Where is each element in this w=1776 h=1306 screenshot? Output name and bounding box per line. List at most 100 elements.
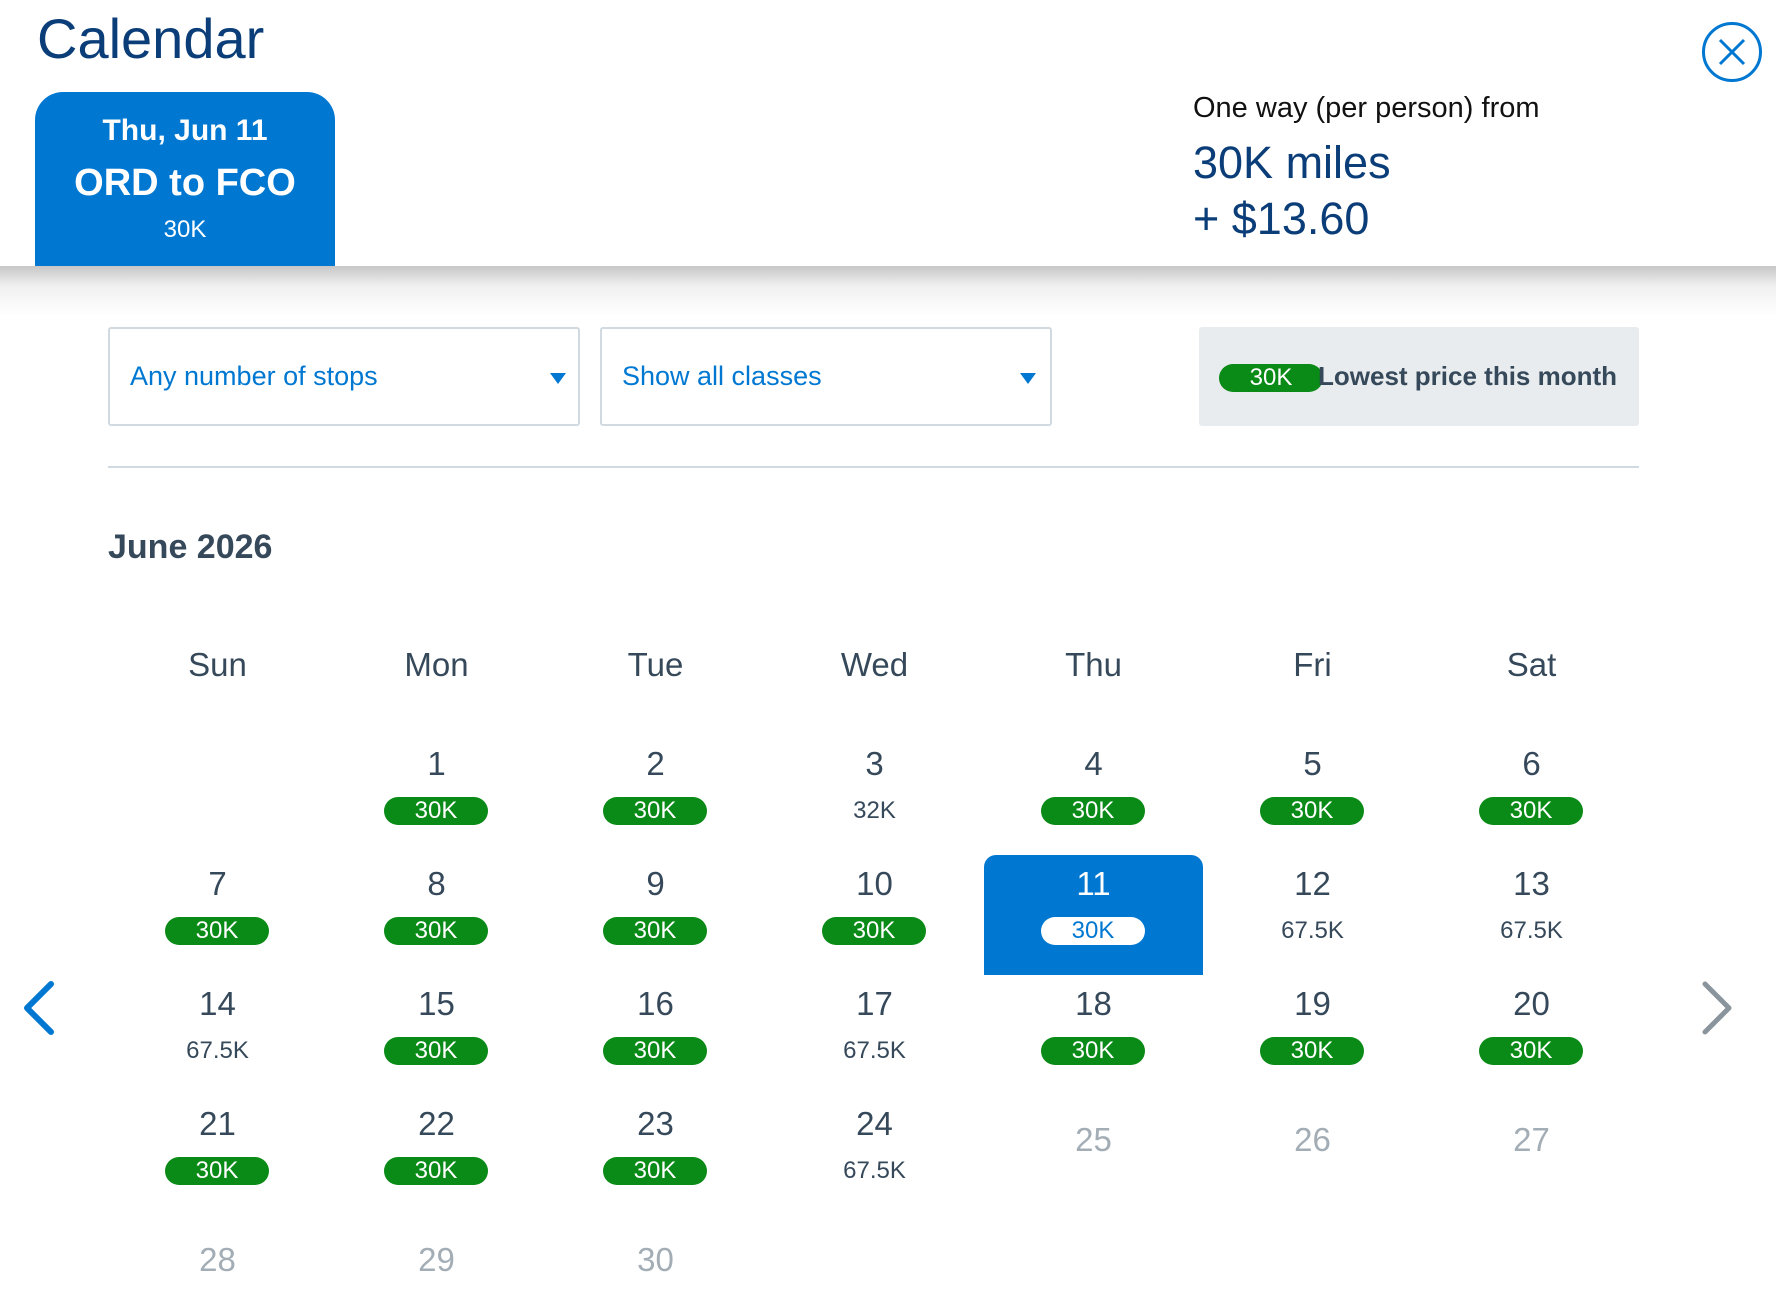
page-title: Calendar — [37, 7, 265, 70]
calendar-day[interactable]: 6 30K — [1422, 735, 1641, 855]
lowest-price-badge: 30K — [384, 797, 488, 825]
classes-select[interactable]: Show all classes — [600, 327, 1052, 426]
lowest-price-badge: 30K — [1260, 797, 1364, 825]
calendar-day: 25 — [984, 1095, 1203, 1215]
weekday-label: Sat — [1506, 646, 1557, 683]
calendar-day: 30 — [546, 1215, 765, 1306]
calendar-day[interactable]: 7 30K — [108, 855, 327, 975]
lowest-price-badge: 30K — [384, 1037, 488, 1065]
day-price: 67.5K — [186, 1037, 249, 1064]
next-month-button[interactable] — [1693, 978, 1743, 1038]
flight-date: Thu, Jun 11 — [102, 114, 268, 147]
legend-badge: 30K — [1219, 364, 1323, 392]
calendar-day[interactable]: 12 67.5K — [1203, 855, 1422, 975]
divider — [108, 466, 1639, 468]
price-fee: + $13.60 — [1193, 193, 1370, 244]
close-button[interactable] — [1702, 22, 1762, 82]
calendar-day[interactable]: 18 30K — [984, 975, 1203, 1095]
calendar-header: Calendar Thu, Jun 11 ORD to FCO 30K One … — [0, 0, 1776, 266]
day-price: 67.5K — [1500, 917, 1563, 944]
chevron-down-icon — [550, 373, 566, 384]
calendar-day-selected[interactable]: 11 30K — [984, 855, 1203, 975]
calendar-day: 27 — [1422, 1095, 1641, 1215]
calendar-day[interactable]: 13 67.5K — [1422, 855, 1641, 975]
calendar-day: 28 — [108, 1215, 327, 1306]
close-icon — [1718, 38, 1746, 66]
lowest-price-badge: 30K — [1041, 1037, 1145, 1065]
month-title: June 2026 — [108, 528, 273, 566]
calendar-day[interactable]: 16 30K — [546, 975, 765, 1095]
lowest-price-badge: 30K — [1041, 917, 1145, 945]
chevron-left-icon — [24, 981, 54, 1035]
day-number: 23 — [637, 1105, 674, 1142]
day-number: 7 — [208, 865, 227, 902]
calendar-day[interactable]: 3 32K — [765, 735, 984, 855]
day-number: 15 — [418, 985, 455, 1022]
day-number: 1 — [427, 745, 446, 782]
calendar-day[interactable]: 8 30K — [327, 855, 546, 975]
day-number: 2 — [646, 745, 665, 782]
lowest-price-badge: 30K — [603, 1157, 707, 1185]
calendar-day[interactable]: 2 30K — [546, 735, 765, 855]
day-number: 19 — [1294, 985, 1331, 1022]
day-number: 12 — [1294, 865, 1331, 902]
day-price: 67.5K — [843, 1157, 906, 1184]
lowest-price-badge: 30K — [165, 917, 269, 945]
day-number: 30 — [637, 1241, 674, 1278]
day-price: 67.5K — [843, 1037, 906, 1064]
calendar-day[interactable]: 4 30K — [984, 735, 1203, 855]
weekday-label: Thu — [1065, 646, 1122, 683]
day-number: 25 — [1075, 1121, 1112, 1158]
header-shadow — [0, 266, 1776, 316]
chevron-right-icon — [1702, 981, 1732, 1035]
calendar-day[interactable]: 5 30K — [1203, 735, 1422, 855]
lowest-price-badge: 30K — [1479, 797, 1583, 825]
price-miles: 30K miles — [1193, 137, 1391, 188]
day-number: 9 — [646, 865, 665, 902]
calendar-day[interactable]: 15 30K — [327, 975, 546, 1095]
day-number: 24 — [856, 1105, 893, 1142]
day-number: 4 — [1084, 745, 1103, 782]
lowest-price-badge: 30K — [822, 917, 926, 945]
classes-select-value: Show all classes — [622, 361, 822, 391]
day-number: 21 — [199, 1105, 236, 1142]
previous-month-button[interactable] — [13, 978, 63, 1038]
lowest-price-badge: 30K — [384, 917, 488, 945]
calendar-day[interactable]: 24 67.5K — [765, 1095, 984, 1215]
calendar-day: 29 — [327, 1215, 546, 1306]
day-number: 10 — [856, 865, 893, 902]
flight-route: ORD to FCO — [74, 162, 296, 204]
day-number: 26 — [1294, 1121, 1331, 1158]
lowest-price-badge: 30K — [1479, 1037, 1583, 1065]
calendar-day[interactable]: 10 30K — [765, 855, 984, 975]
day-number: 6 — [1522, 745, 1541, 782]
lowest-price-badge: 30K — [1041, 797, 1145, 825]
day-number: 18 — [1075, 985, 1112, 1022]
selected-flight-tab[interactable]: Thu, Jun 11 ORD to FCO 30K — [35, 92, 335, 266]
day-number: 27 — [1513, 1121, 1550, 1158]
day-number: 22 — [418, 1105, 455, 1142]
calendar-day: 26 — [1203, 1095, 1422, 1215]
day-number: 29 — [418, 1241, 455, 1278]
day-number: 3 — [865, 745, 884, 782]
day-number: 20 — [1513, 985, 1550, 1022]
calendar-day[interactable]: 14 67.5K — [108, 975, 327, 1095]
calendar-day[interactable]: 9 30K — [546, 855, 765, 975]
lowest-price-badge: 30K — [603, 797, 707, 825]
day-number: 16 — [637, 985, 674, 1022]
stops-select[interactable]: Any number of stops — [108, 327, 580, 426]
calendar-day[interactable]: 23 30K — [546, 1095, 765, 1215]
lowest-price-badge: 30K — [603, 917, 707, 945]
calendar-day[interactable]: 22 30K — [327, 1095, 546, 1215]
calendar-day[interactable]: 1 30K — [327, 735, 546, 855]
day-number: 5 — [1303, 745, 1322, 782]
calendar-day[interactable]: 17 67.5K — [765, 975, 984, 1095]
calendar-day[interactable]: 21 30K — [108, 1095, 327, 1215]
calendar-day[interactable]: 20 30K — [1422, 975, 1641, 1095]
day-number: 14 — [199, 985, 236, 1022]
price-summary: One way (per person) from 30K miles + $1… — [1193, 92, 1540, 247]
lowest-price-badge: 30K — [1260, 1037, 1364, 1065]
calendar-day[interactable]: 19 30K — [1203, 975, 1422, 1095]
weekday-label: Tue — [627, 646, 684, 683]
day-number: 8 — [427, 865, 446, 902]
